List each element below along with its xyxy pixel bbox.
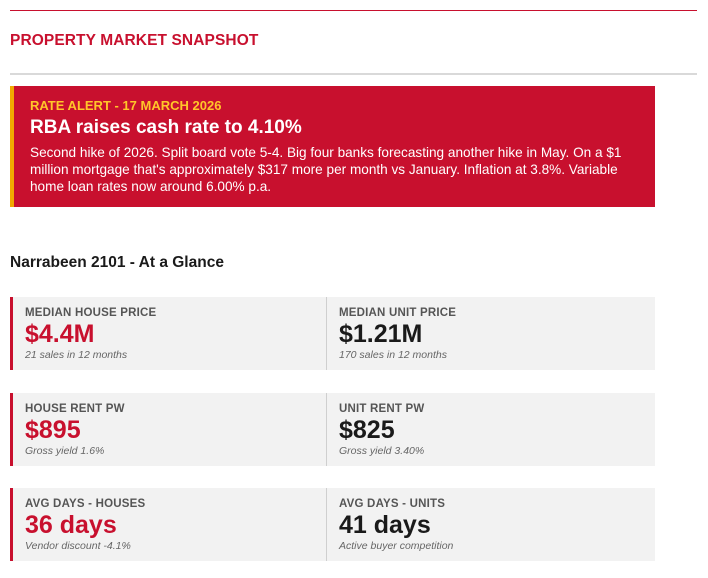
stat-note: 170 sales in 12 months — [339, 349, 447, 361]
stat-value: $4.4M — [25, 320, 95, 348]
header-divider — [10, 73, 697, 75]
stat-value: $1.21M — [339, 320, 423, 348]
rate-alert-banner: RATE ALERT - 17 MARCH 2026 RBA raises ca… — [10, 86, 655, 207]
stat-value: 36 days — [25, 511, 117, 539]
alert-tag: RATE ALERT - 17 MARCH 2026 — [30, 98, 222, 113]
stat-row-rents: HOUSE RENT PW $895 Gross yield 1.6% UNIT… — [10, 393, 655, 466]
stat-label: UNIT RENT PW — [339, 403, 425, 415]
stat-label: MEDIAN UNIT PRICE — [339, 307, 457, 319]
stat-house-rent: HOUSE RENT PW $895 Gross yield 1.6% — [10, 393, 326, 466]
stat-value: $895 — [25, 416, 81, 444]
stat-label: AVG DAYS - HOUSES — [25, 498, 146, 510]
alert-body: Second hike of 2026. Split board vote 5-… — [30, 145, 622, 194]
glance-title: Narrabeen 2101 - At a Glance — [10, 254, 224, 271]
stat-value: $825 — [339, 416, 395, 444]
stat-median-house-price: MEDIAN HOUSE PRICE $4.4M 21 sales in 12 … — [10, 297, 326, 370]
stat-avg-days-units: AVG DAYS - UNITS 41 days Active buyer co… — [326, 488, 655, 561]
stat-median-unit-price: MEDIAN UNIT PRICE $1.21M 170 sales in 12… — [326, 297, 655, 370]
stat-avg-days-houses: AVG DAYS - HOUSES 36 days Vendor discoun… — [10, 488, 326, 561]
stat-note: Gross yield 1.6% — [25, 445, 105, 457]
stat-label: MEDIAN HOUSE PRICE — [25, 307, 157, 319]
stat-row-days: AVG DAYS - HOUSES 36 days Vendor discoun… — [10, 488, 655, 561]
alert-title: RBA raises cash rate to 4.10% — [30, 117, 302, 138]
top-rule — [10, 10, 697, 11]
stat-note: Gross yield 3.40% — [339, 445, 425, 457]
stat-note: Vendor discount -4.1% — [25, 540, 131, 552]
stat-row-prices: MEDIAN HOUSE PRICE $4.4M 21 sales in 12 … — [10, 297, 655, 370]
stat-unit-rent: UNIT RENT PW $825 Gross yield 3.40% — [326, 393, 655, 466]
stat-note: 21 sales in 12 months — [25, 349, 128, 361]
page-title: PROPERTY MARKET SNAPSHOT — [10, 32, 259, 49]
stat-label: AVG DAYS - UNITS — [339, 498, 446, 510]
stat-value: 41 days — [339, 511, 431, 539]
stat-note: Active buyer competition — [339, 540, 454, 552]
stat-label: HOUSE RENT PW — [25, 403, 125, 415]
